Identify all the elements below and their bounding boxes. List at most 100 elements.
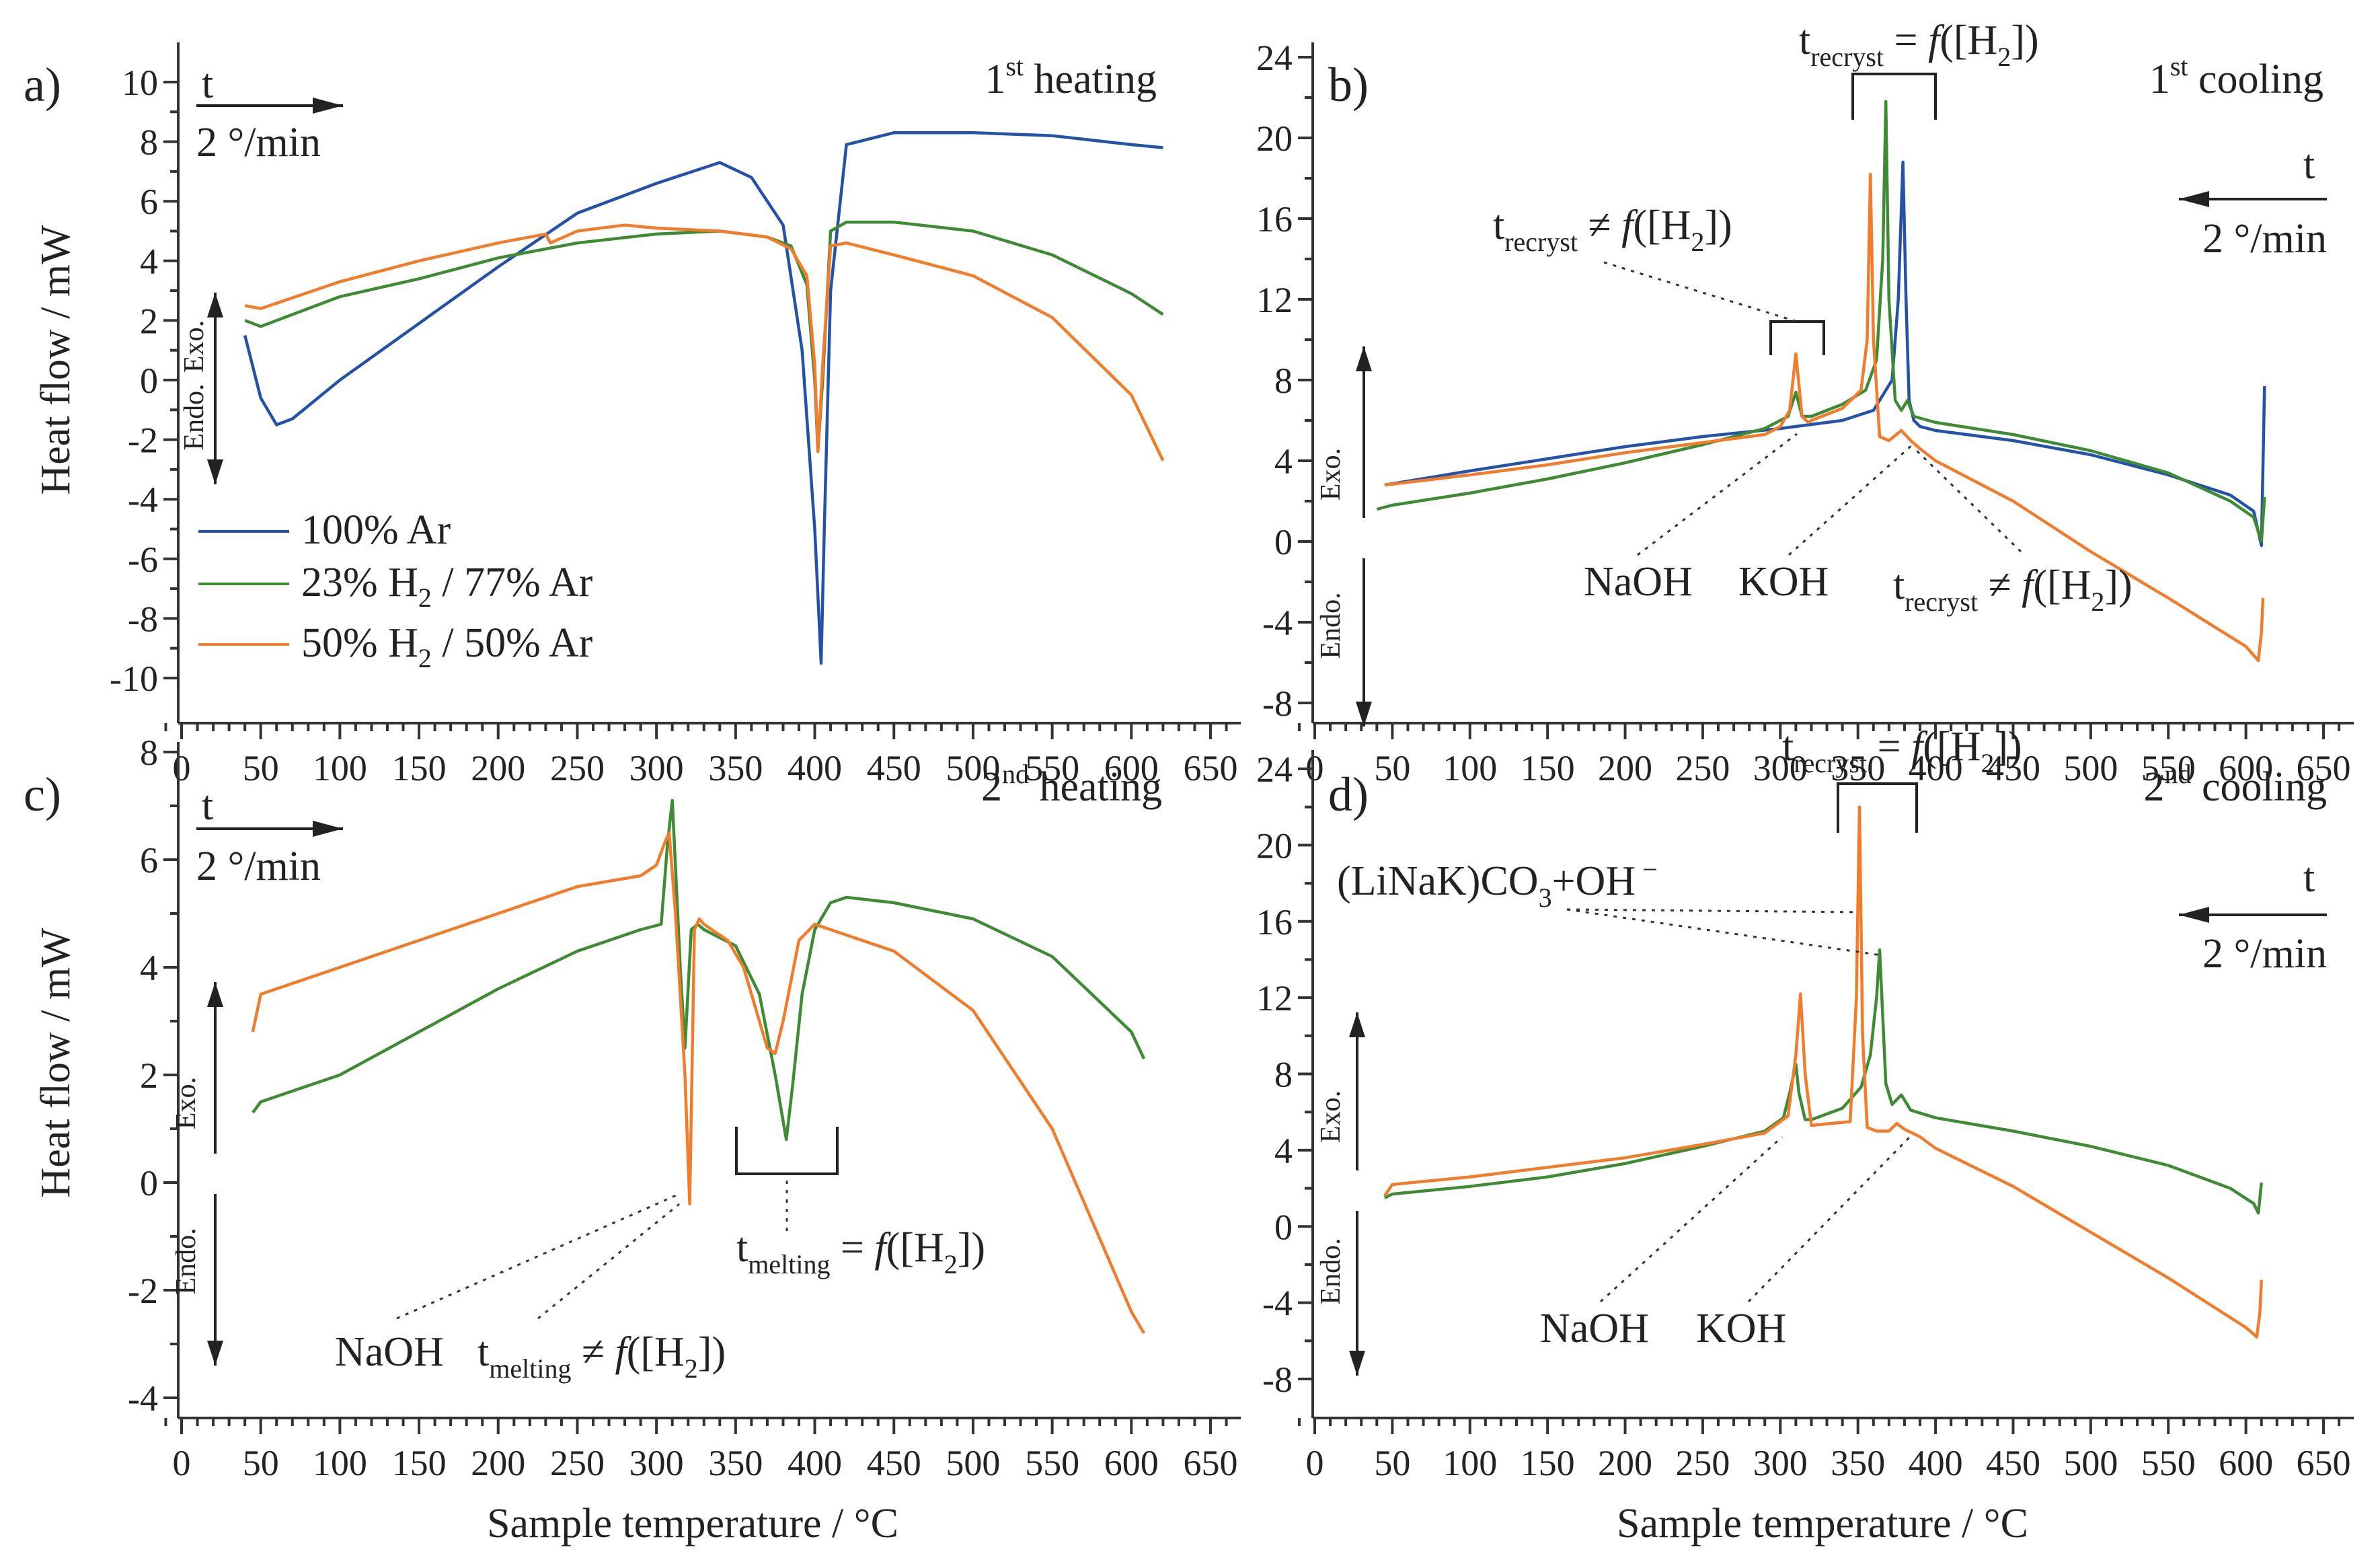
annot-b-recryst-neq2: trecryst ≠ f([H2]): [1893, 562, 2133, 617]
y-tick-label: -8: [128, 599, 158, 639]
x-tick-label: 150: [392, 1443, 447, 1483]
xlabel-left: Sample temperature / °C: [487, 1501, 898, 1546]
y-tick-label: 4: [1274, 441, 1293, 482]
x-tick-label: 50: [1374, 748, 1410, 788]
y-tick-label: 16: [1256, 902, 1293, 942]
y-tick-label: 8: [140, 733, 158, 773]
y-tick-label: 16: [1256, 199, 1293, 239]
annot-b-koh: KOH: [1738, 559, 1829, 605]
x-tick-label: 500: [946, 1443, 1000, 1483]
exo-endo-d: Exo. Endo.: [1315, 1012, 1365, 1376]
x-tick-label: 0: [173, 1443, 191, 1483]
y-tick-label: 0: [140, 361, 158, 401]
x-tick-label: 250: [550, 748, 605, 788]
exo-label-a: Exo.: [179, 320, 210, 373]
panel-label-b: b): [1328, 58, 1369, 112]
y-tick-label: 8: [1274, 361, 1293, 401]
endo-label-a: Endo.: [179, 383, 210, 450]
x-tick-label: 200: [1598, 748, 1652, 788]
exo-endo-c: Exo. Endo.: [171, 982, 223, 1366]
x-tick-label: 650: [2297, 1443, 2351, 1483]
panel-label-a: a): [24, 58, 61, 112]
panel-d: -8 -4 0 4 8 12 16 20 24 0 50 100 150 200 250 300 350 400 4…: [1256, 749, 2354, 1483]
x-tick-label: 400: [788, 1443, 842, 1483]
y-tick-label: -2: [128, 420, 158, 461]
exo-label-c: Exo.: [171, 1077, 202, 1129]
y-tick-label: 4: [140, 948, 158, 988]
ylabel-top: Heat flow / mW: [33, 225, 79, 495]
x-tick-label: 300: [629, 1443, 684, 1483]
y-tick-label: 20: [1256, 118, 1293, 159]
y-tick-label: -2: [128, 1271, 158, 1311]
y-tick-label: 0: [1274, 1207, 1293, 1247]
series-line-h50: [1384, 172, 2265, 663]
series-line-h23: [1383, 948, 2263, 1215]
x-tick-label: 400: [1909, 748, 1963, 788]
y-tick-label: -4: [128, 1378, 158, 1419]
y-tick-label: 20: [1256, 825, 1293, 866]
svg-text:t: t: [202, 783, 213, 829]
x-tick-label: 450: [1986, 748, 2040, 788]
x-tick-label: 100: [1443, 748, 1497, 788]
x-tick-label: 50: [243, 1443, 279, 1483]
y-tick-label: 0: [1274, 522, 1293, 562]
x-tick-label: 150: [1521, 1443, 1575, 1483]
x-tick-label: 500: [946, 748, 1000, 788]
x-tick-label: 600: [2219, 1443, 2273, 1483]
y-tick-label: 4: [140, 241, 158, 282]
annot-c-naoh: NaOH: [335, 1329, 444, 1375]
svg-text:2 °/min: 2 °/min: [2202, 931, 2327, 977]
x-tick-label: 350: [1831, 748, 1885, 788]
title-d: 2nd cooling: [2144, 759, 2327, 810]
x-tick-label: 0: [173, 748, 191, 788]
exo-endo-a: Exo. Endo.: [179, 293, 223, 484]
y-tick-label: -8: [1262, 683, 1293, 724]
x-tick-label: 450: [867, 1443, 921, 1483]
x-tick-label: 0: [1306, 1443, 1324, 1483]
x-tick-label: 450: [1986, 1443, 2040, 1483]
svg-text:2 °/min: 2 °/min: [2202, 216, 2327, 262]
series-line-h50: [251, 831, 1146, 1335]
svg-text:t: t: [2303, 855, 2315, 901]
x-tick-label: 250: [1675, 1443, 1730, 1483]
svg-text:2 °/min: 2 °/min: [196, 120, 321, 165]
x-tick-label: 200: [1598, 1443, 1652, 1483]
x-tick-label: 550: [1025, 748, 1079, 788]
x-tick-label: 650: [1184, 1443, 1238, 1483]
annot-b-naoh: NaOH: [1584, 559, 1693, 605]
y-tick-label: 24: [1256, 749, 1293, 790]
series-line-ar: [243, 131, 1163, 665]
y-tick-label: 4: [1274, 1131, 1293, 1171]
annot-d-carbonate: (LiNaK)CO3+OH −: [1337, 854, 1658, 913]
x-tick-label: 650: [2297, 748, 2351, 788]
x-tick-label: 300: [1753, 1443, 1808, 1483]
x-tick-label: 500: [2063, 748, 2118, 788]
xlabel-right: Sample temperature / °C: [1617, 1501, 2028, 1546]
svg-text:t: t: [202, 61, 213, 107]
legend-label-ar: 100% Ar: [301, 507, 451, 553]
title-b: 1st cooling: [2149, 51, 2324, 102]
x-tick-label: 200: [471, 748, 525, 788]
x-tick-label: 50: [243, 748, 279, 788]
series-line-h23: [252, 798, 1146, 1142]
y-tick-label: 0: [140, 1163, 158, 1203]
y-tick-label: 6: [140, 840, 158, 881]
rate-indicator-b: t 2 °/min: [2179, 142, 2327, 262]
endo-label-d: Endo.: [1315, 1238, 1346, 1304]
y-tick-label: 12: [1256, 280, 1293, 320]
x-tick-label: 650: [1184, 748, 1238, 788]
annotations-b: trecryst = f([H2]) trecryst ≠ f([H2]) Na…: [1493, 17, 2133, 617]
x-tick-label: 350: [1831, 1443, 1885, 1483]
x-tick-label: 550: [1025, 1443, 1079, 1483]
rate-indicator-a: t 2 °/min: [196, 61, 343, 165]
annotations-d: trecryst = f([H2]) (LiNaK)CO3+OH − NaOH …: [1337, 724, 2022, 1351]
rate-indicator-d: t 2 °/min: [2179, 855, 2327, 977]
x-tick-label: 500: [2063, 1443, 2118, 1483]
x-tick-label: 150: [1521, 748, 1575, 788]
annot-b-recryst-eq: trecryst = f([H2]): [1799, 17, 2039, 72]
x-tick-label: 300: [629, 748, 684, 788]
